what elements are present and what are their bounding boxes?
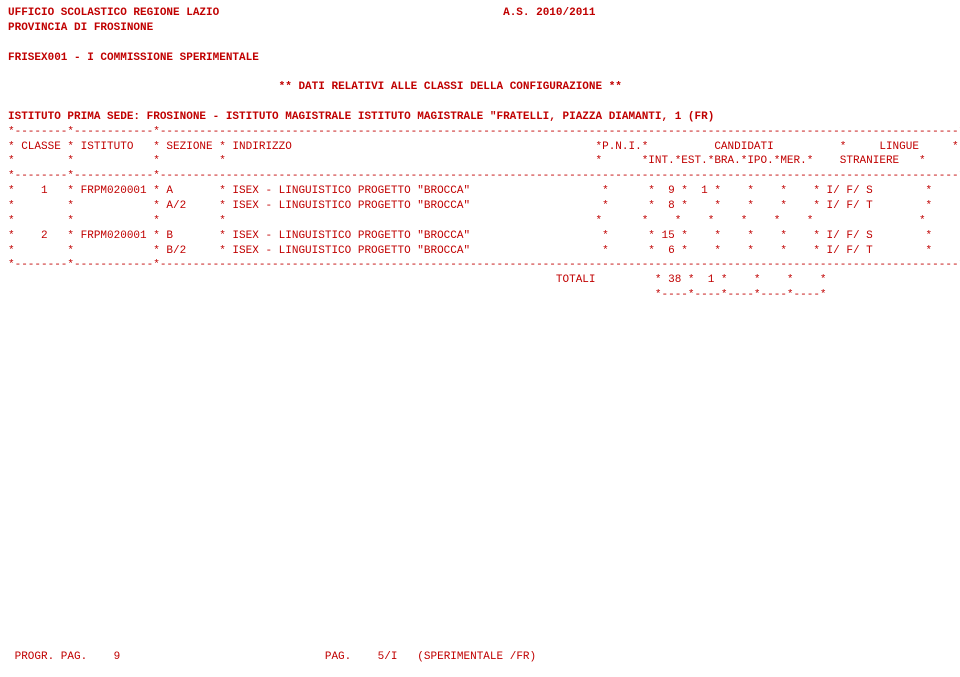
table-row: * * * B/2 * ISEX - LINGUISTICO PROGETTO … (8, 245, 932, 257)
table-row: * * * A/2 * ISEX - LINGUISTICO PROGETTO … (8, 200, 932, 212)
hdr-line4: FRISEX001 - I COMMISSIONE SPERIMENTALE (8, 52, 259, 64)
table-totali-rule: *----*----*----*----*----* (8, 289, 827, 301)
table-row: * 2 * FRPM020001 * B * ISEX - LINGUISTIC… (8, 230, 932, 242)
table-row: * 1 * FRPM020001 * A * ISEX - LINGUISTIC… (8, 185, 932, 197)
table-hr-mid: *--------*------------*-----------------… (8, 170, 960, 182)
table-totali: TOTALI * 38 * 1 * * * * (8, 274, 827, 286)
page-footer: PROGR. PAG. 9 PAG. 5/I (SPERIMENTALE /FR… (0, 644, 960, 671)
document-pre: UFFICIO SCOLASTICO REGIONE LAZIO A.S. 20… (0, 0, 960, 309)
table-head2: * * * * * *INT.*EST.*BRA.*IPO.*MER.* STR… (8, 155, 926, 167)
hdr-line1: UFFICIO SCOLASTICO REGIONE LAZIO A.S. 20… (8, 7, 596, 19)
table-row: * * * * * * * * * * * * (8, 215, 926, 227)
hdr-line8: ISTITUTO PRIMA SEDE: FROSINONE - ISTITUT… (8, 111, 714, 123)
hdr-line2: PROVINCIA DI FROSINONE (8, 22, 153, 34)
table-hr-top: *--------*------------*-----------------… (8, 126, 960, 138)
table-hr-bot: *--------*------------*-----------------… (8, 259, 960, 271)
hdr-line6: ** DATI RELATIVI ALLE CLASSI DELLA CONFI… (8, 81, 622, 93)
table-head1: * CLASSE * ISTITUTO * SEZIONE * INDIRIZZ… (8, 141, 959, 153)
